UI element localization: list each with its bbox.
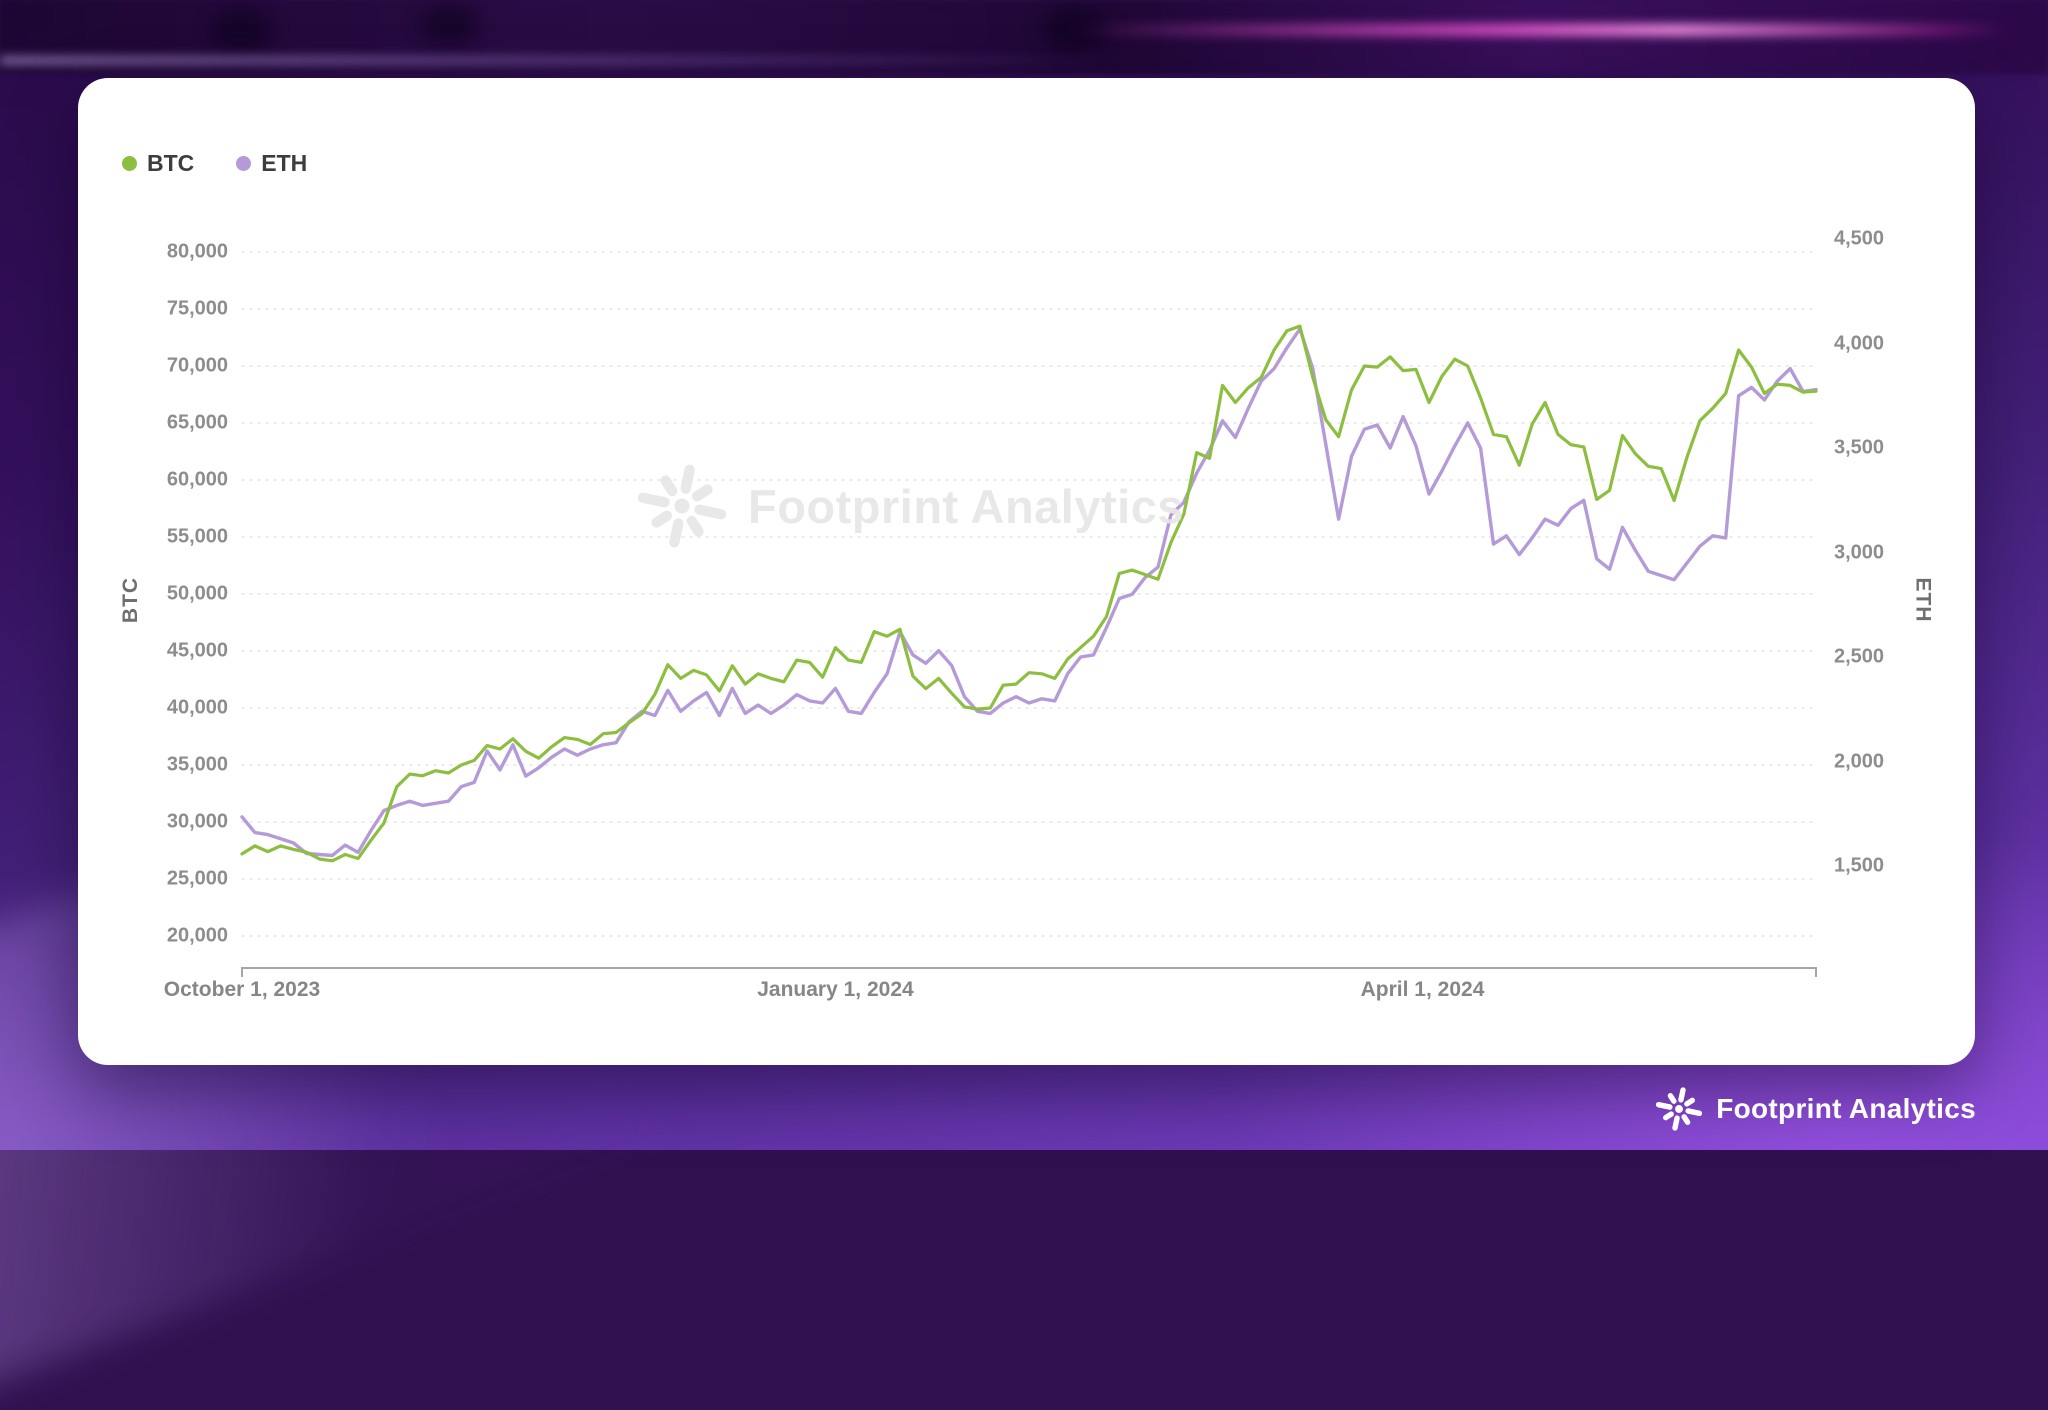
eth-legend-dot-icon <box>236 156 252 171</box>
right-axis-tick: 1,500 <box>1834 854 1885 877</box>
right-axis-tick: 4,000 <box>1834 332 1885 354</box>
x-axis-label: January 1, 2024 <box>757 978 914 1001</box>
left-axis-tick: 40,000 <box>166 696 228 719</box>
left-axis-tick: 65,000 <box>166 411 228 434</box>
x-axis-label: October 1, 2023 <box>163 978 321 1001</box>
legend-item-eth[interactable]: ETH <box>236 150 307 177</box>
right-axis-tick: 3,500 <box>1834 436 1885 459</box>
series-line-eth[interactable] <box>240 327 1818 858</box>
right-axis-title: ETH <box>1911 577 1935 623</box>
legend-label-eth: ETH <box>261 150 308 176</box>
btc-legend-dot-icon <box>122 156 137 171</box>
left-axis-tick: 35,000 <box>166 753 228 776</box>
right-axis-tick: 4,500 <box>1834 227 1885 250</box>
background-pink-streak <box>1064 24 2008 36</box>
footer-brand-logo[interactable]: Footprint Analytics <box>1656 1086 1976 1132</box>
x-axis-label: April 1, 2024 <box>1360 978 1485 1001</box>
left-axis-tick: 75,000 <box>166 297 228 320</box>
background-blur-blob <box>420 4 478 44</box>
footprint-flower-icon <box>1656 1087 1703 1131</box>
chart-card: BTC ETH 80,000 75,000 70,000 65,000 60,000 55… <box>78 78 1975 1065</box>
right-axis-tick: 2,500 <box>1834 645 1885 668</box>
left-axis-tick: 25,000 <box>166 867 228 890</box>
background-blur-blob <box>210 8 272 52</box>
background-lavender-streak <box>0 56 1127 65</box>
series-line-btc[interactable] <box>240 324 1818 863</box>
left-axis-title: BTC <box>119 576 143 624</box>
left-axis-tick: 80,000 <box>166 240 228 263</box>
chart-legend: BTC ETH <box>122 150 307 177</box>
right-axis-tick: 2,000 <box>1834 750 1885 772</box>
left-axis-tick: 45,000 <box>166 639 228 662</box>
left-axis-tick: 70,000 <box>166 354 228 377</box>
legend-item-btc[interactable]: BTC <box>122 150 194 177</box>
left-axis-tick: 50,000 <box>166 582 228 605</box>
left-axis-tick: 55,000 <box>166 525 228 548</box>
legend-label-btc: BTC <box>147 150 195 176</box>
left-axis-tick: 60,000 <box>166 468 228 491</box>
left-axis-tick: 20,000 <box>166 924 228 947</box>
chart-canvas[interactable] <box>78 78 1975 1065</box>
left-axis-tick: 30,000 <box>166 810 228 833</box>
footer-brand-text: Footprint Analytics <box>1716 1093 1976 1124</box>
right-axis-tick: 3,000 <box>1834 541 1885 563</box>
